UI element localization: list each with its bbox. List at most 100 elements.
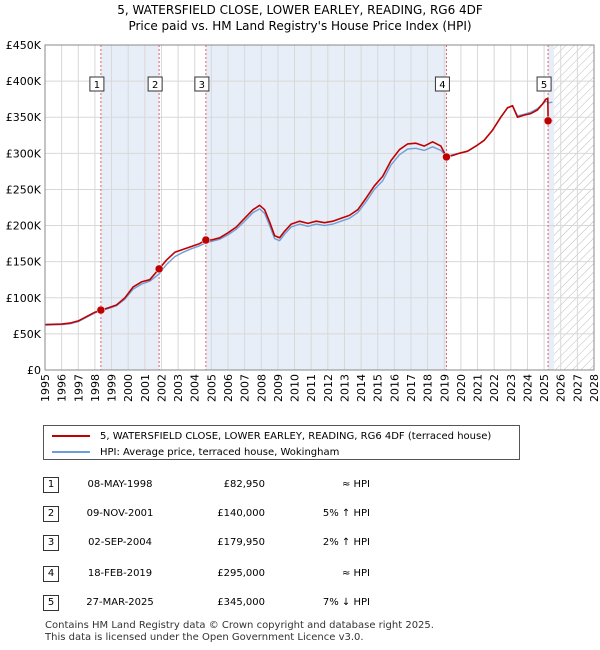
x-tick-label: 2018 [422, 374, 435, 402]
tx-number-badge: 3 [43, 535, 59, 551]
tx-price: £295,000 [217, 568, 265, 579]
transaction-point [96, 305, 106, 315]
tx-date: 18-FEB-2019 [87, 568, 153, 579]
x-tick-label: 2024 [521, 374, 534, 402]
x-tick-label: 1995 [39, 374, 52, 402]
tx-hpi-compare: ≈ HPI [341, 479, 370, 490]
footer-line-2: This data is licensed under the Open Gov… [45, 632, 364, 643]
table-row: 1 08-MAY-1998 £82,950 ≈ HPI [0, 477, 600, 495]
y-tick-label: £350K [6, 111, 42, 124]
tx-number-badge: 1 [43, 477, 59, 493]
transaction-label-number: 1 [94, 80, 100, 91]
forecast-hatch [554, 45, 594, 370]
transaction-point [442, 152, 451, 162]
property-series-line [44, 97, 553, 326]
shaded-period [205, 45, 447, 370]
x-tick-label: 2016 [388, 374, 401, 402]
footer-line-1: Contains HM Land Registry data © Crown c… [45, 620, 434, 631]
legend-label-hpi: HPI: Average price, terraced house, Woki… [100, 446, 340, 458]
tx-hpi-compare: 7% ↓ HPI [322, 597, 370, 608]
transaction-point [201, 235, 211, 245]
legend-swatch-hpi [52, 451, 90, 453]
tx-price: £140,000 [217, 508, 265, 519]
x-tick-label: 2023 [505, 374, 518, 402]
x-tick-label: 1996 [56, 374, 69, 402]
legend-label-property: 5, WATERSFIELD CLOSE, LOWER EARLEY, READ… [100, 430, 492, 442]
transaction-label-number: 2 [152, 80, 158, 91]
x-tick-label: 2006 [222, 374, 235, 402]
footer-attribution: Contains HM Land Registry data © Crown c… [45, 620, 434, 644]
x-tick-label: 2000 [122, 374, 135, 402]
shaded-period [100, 45, 160, 370]
transaction-label-number: 4 [439, 80, 445, 91]
y-tick-label: £0 [27, 364, 41, 377]
x-tick-label: 2009 [272, 374, 285, 402]
tx-hpi-compare: 5% ↑ HPI [322, 508, 370, 519]
x-tick-label: 2028 [588, 374, 600, 402]
tx-date: 09-NOV-2001 [86, 508, 154, 519]
x-tick-label: 2012 [322, 374, 335, 402]
x-tick-label: 2027 [571, 374, 584, 402]
x-tick-label: 2013 [338, 374, 351, 402]
x-tick-label: 2008 [255, 374, 268, 402]
x-tick-label: 2026 [555, 374, 568, 402]
transaction-label-box [434, 76, 450, 92]
transaction-label-number: 3 [199, 80, 205, 91]
x-tick-label: 2017 [405, 374, 418, 402]
transaction-point [154, 264, 164, 274]
tx-price: £179,950 [217, 537, 265, 548]
tx-hpi-compare: ≈ HPI [341, 568, 370, 579]
transaction-label-box [194, 76, 210, 92]
y-tick-label: £100K [6, 292, 42, 305]
x-tick-label: 1998 [89, 374, 102, 402]
transaction-label-number: 5 [541, 80, 547, 91]
transaction-label-box [536, 76, 552, 92]
transaction-label-box [147, 76, 163, 92]
legend: 5, WATERSFIELD CLOSE, LOWER EARLEY, READ… [43, 425, 520, 460]
x-tick-label: 2005 [205, 374, 218, 402]
x-tick-label: 2022 [488, 374, 501, 402]
x-tick-label: 1999 [106, 374, 119, 402]
legend-item-property: 5, WATERSFIELD CLOSE, LOWER EARLEY, READ… [52, 429, 491, 443]
table-row: 4 18-FEB-2019 £295,000 ≈ HPI [0, 566, 600, 584]
tx-number-badge: 2 [43, 506, 59, 522]
tx-price: £345,000 [217, 597, 265, 608]
legend-swatch-property [52, 435, 90, 437]
x-tick-label: 2001 [139, 374, 152, 402]
table-row: 3 02-SEP-2004 £179,950 2% ↑ HPI [0, 535, 600, 553]
title-line-2: Price paid vs. HM Land Registry's House … [128, 19, 472, 33]
y-tick-label: £150K [6, 256, 42, 269]
y-tick-label: £250K [6, 183, 42, 196]
x-tick-label: 2011 [305, 374, 318, 402]
tx-number-badge: 4 [43, 566, 59, 582]
tx-date: 02-SEP-2004 [88, 537, 152, 548]
table-row: 5 27-MAR-2025 £345,000 7% ↓ HPI [0, 595, 600, 613]
x-tick-label: 2021 [472, 374, 485, 402]
tx-date: 08-MAY-1998 [87, 479, 153, 490]
x-tick-label: 2014 [355, 374, 368, 402]
tx-date: 27-MAR-2025 [86, 597, 154, 608]
tx-price: £82,950 [223, 479, 265, 490]
tx-hpi-compare: 2% ↑ HPI [322, 537, 370, 548]
x-tick-label: 2003 [172, 374, 185, 402]
chart-title: 5, WATERSFIELD CLOSE, LOWER EARLEY, READ… [0, 2, 600, 34]
x-tick-label: 2015 [372, 374, 385, 402]
y-tick-label: £400K [6, 75, 42, 88]
title-line-1: 5, WATERSFIELD CLOSE, LOWER EARLEY, READ… [117, 3, 483, 17]
legend-item-hpi: HPI: Average price, terraced house, Woki… [52, 445, 339, 459]
x-tick-label: 1997 [72, 374, 85, 402]
y-tick-label: £50K [13, 328, 42, 341]
x-tick-label: 2019 [438, 374, 451, 402]
y-tick-label: £300K [6, 147, 42, 160]
tx-number-badge: 5 [43, 595, 59, 611]
shaded-period [548, 45, 555, 370]
transaction-point [543, 116, 553, 126]
x-tick-label: 2004 [189, 374, 202, 402]
price-chart: 1 2 3 4 5 £0 £50K £100K £150K £200K £250K £300K £350… [6, 39, 600, 402]
x-tick-label: 2010 [289, 374, 302, 402]
y-tick-label: £200K [6, 220, 42, 233]
transaction-label-box [89, 76, 105, 92]
plot-border [44, 44, 595, 371]
x-tick-label: 2020 [455, 374, 468, 402]
table-row: 2 09-NOV-2001 £140,000 5% ↑ HPI [0, 506, 600, 524]
